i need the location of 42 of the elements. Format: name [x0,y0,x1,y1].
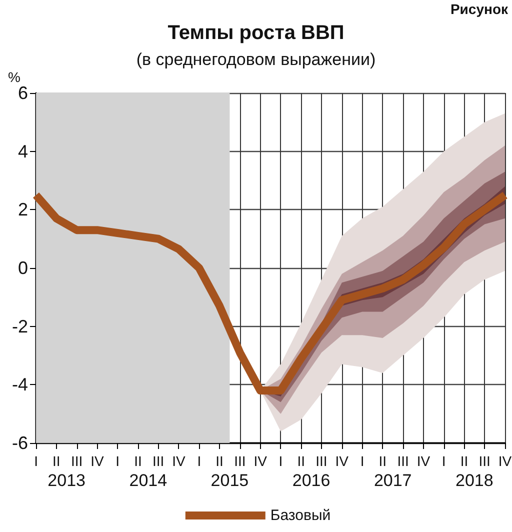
y-tick-label: 2 [18,200,28,220]
text: III [316,453,328,469]
text: II [460,453,468,469]
text: I [442,453,446,469]
x-tick-label: 2014 [129,471,168,490]
x-tick-label: 2016 [292,471,330,490]
text: I [116,453,120,469]
text: III [152,453,164,469]
text: II [378,453,387,469]
text: III [70,453,83,469]
y-axis-title: % [8,69,20,86]
x-tick-label: 2018 [456,471,494,490]
text: I [197,453,202,469]
text: I [360,453,364,469]
text: IV [416,453,431,469]
text: II [52,453,60,469]
text: II [297,453,305,469]
text: IV [335,453,350,469]
text: Рисунок [450,1,509,17]
text: IV [254,453,268,469]
text: IV [498,453,512,469]
chart-title: Темпы роста ВВП [168,22,344,44]
text: III [478,453,490,469]
text: III [234,453,246,469]
text: II [216,453,224,469]
text: I [278,453,283,469]
text: IV [90,453,104,469]
y-tick-label: 4 [18,141,28,162]
chart-subtitle: (в среднегодовом выражении) [136,50,376,69]
text: IV [172,453,186,469]
x-tick-label: 2017 [374,471,412,490]
y-tick-label: -4 [12,374,28,395]
x-tick-label: 2013 [48,471,86,490]
y-tick-label: -6 [12,433,28,453]
text: Базовый [270,507,331,524]
text: I [34,453,38,469]
text: II [134,453,142,469]
y-tick-label: 0 [18,258,28,278]
y-tick-label: -2 [12,316,28,336]
x-tick-label: 2015 [210,471,249,490]
y-tick-label: 6 [18,83,28,103]
text: III [397,453,409,469]
